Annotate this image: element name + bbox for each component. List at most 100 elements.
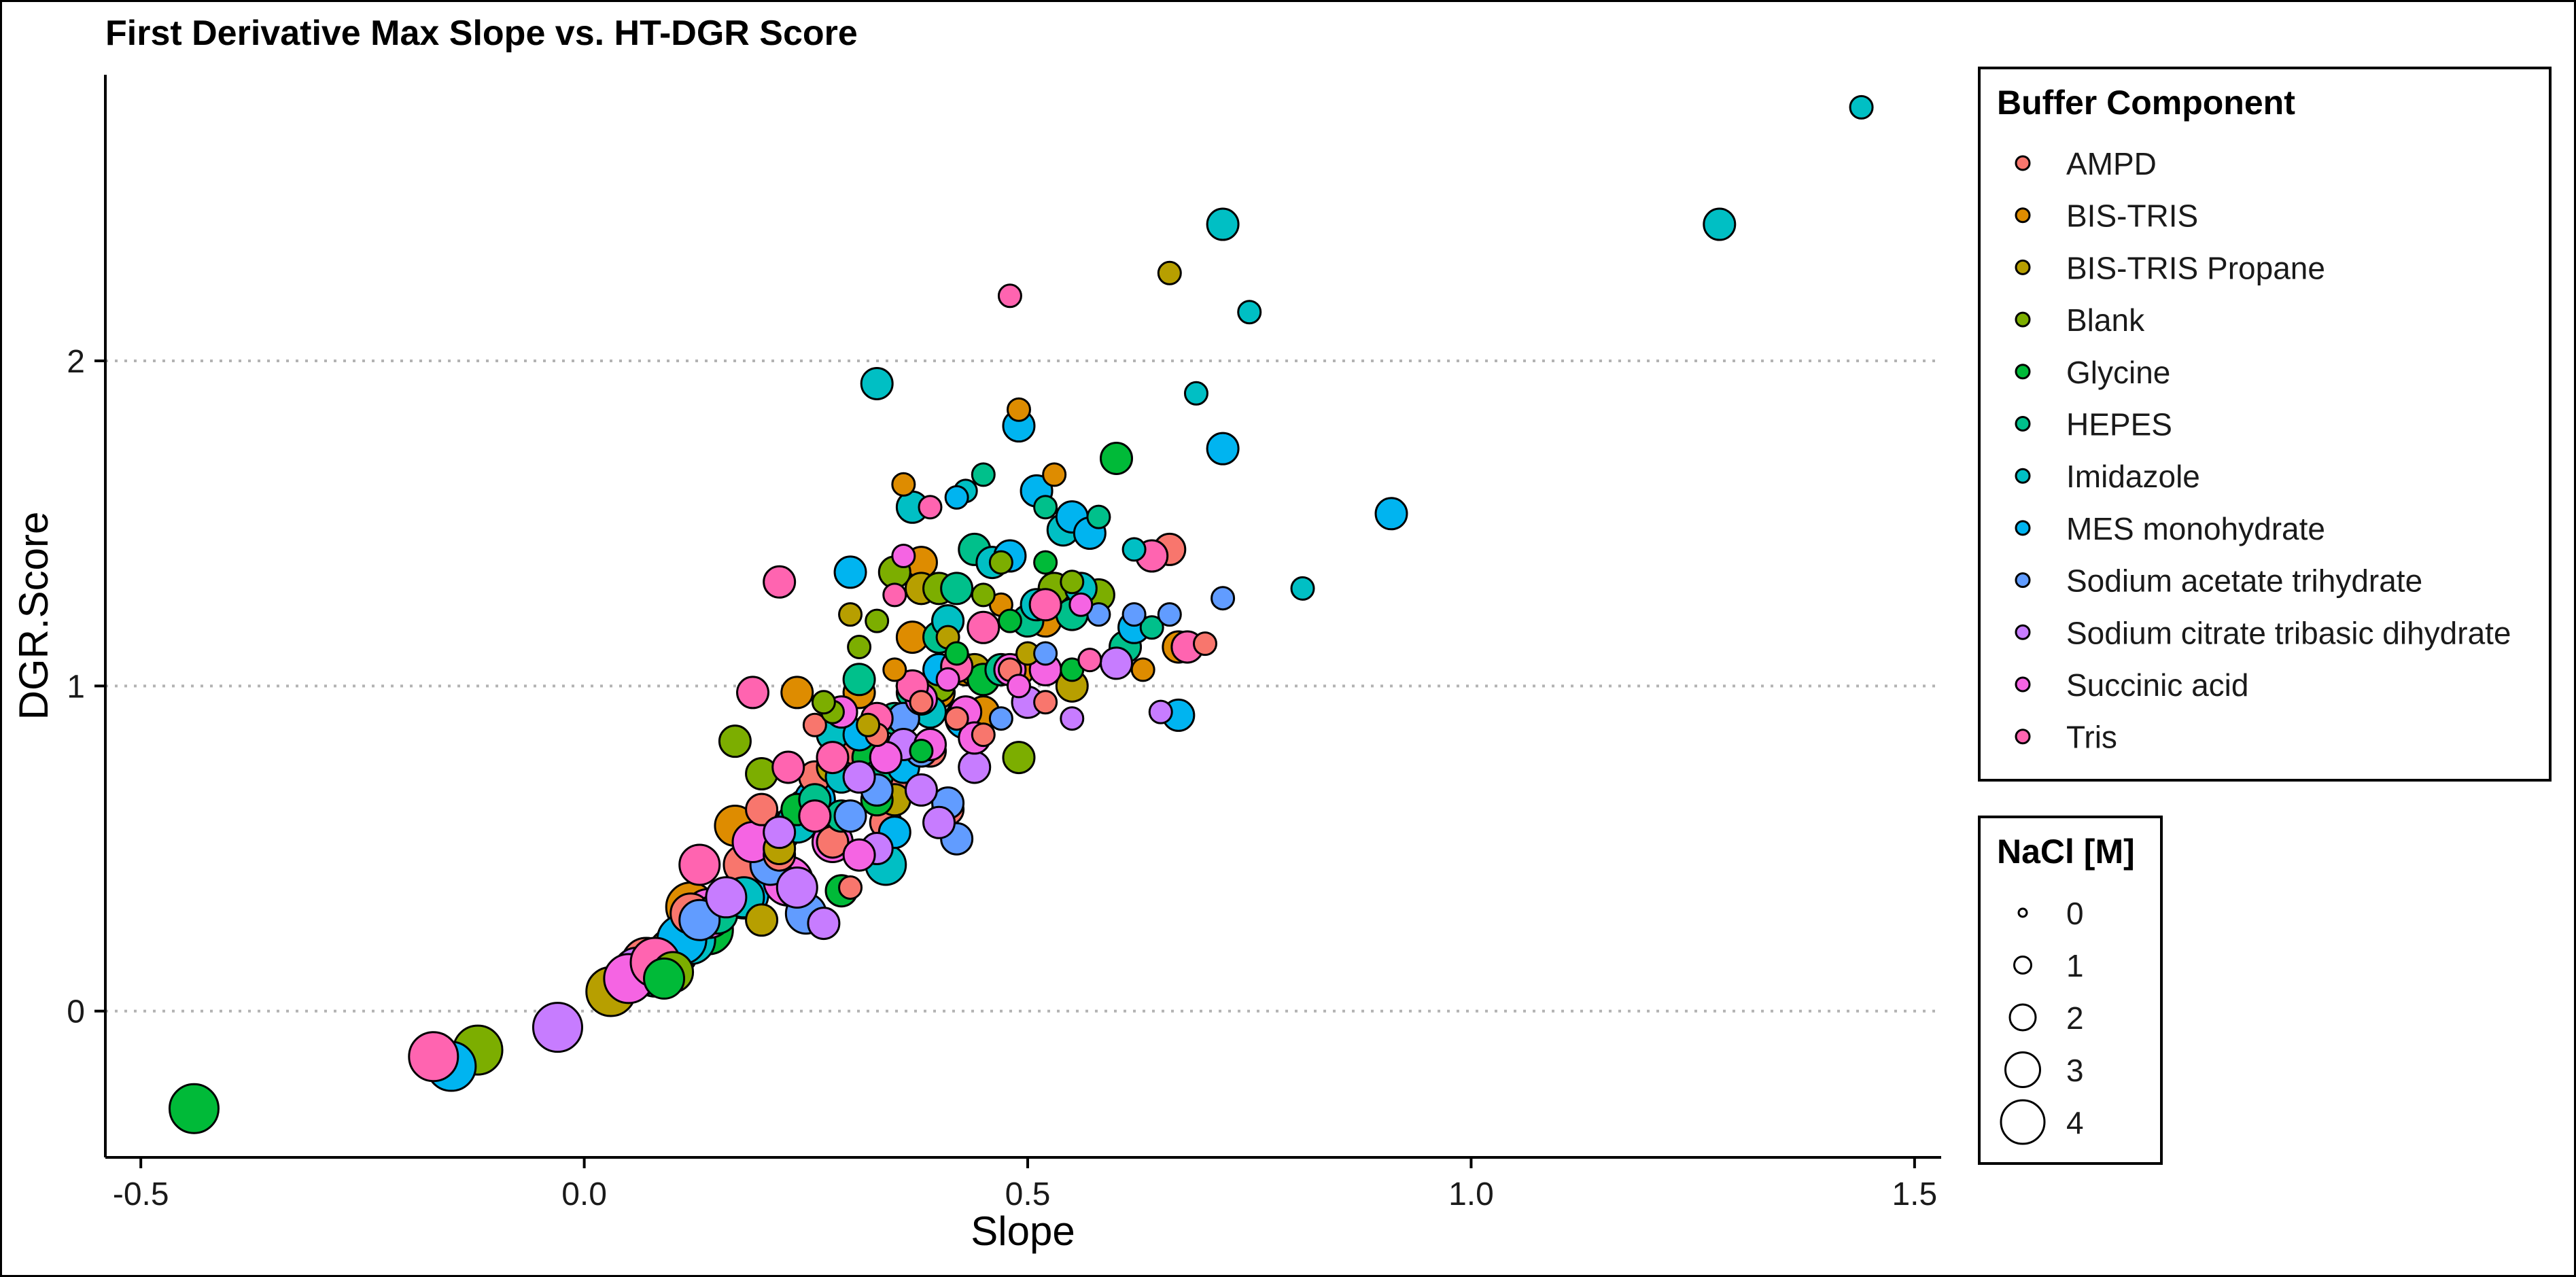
- legend-label: Sodium acetate trihydrate: [2066, 563, 2422, 599]
- y-axis-ticks: 0 1 2: [67, 344, 105, 1030]
- legend-box: [1978, 67, 2552, 782]
- data-point: [891, 472, 916, 497]
- data-point: [811, 690, 836, 715]
- data-point: [1100, 646, 1134, 680]
- data-point: [798, 799, 832, 833]
- data-point: [1183, 381, 1208, 406]
- x-axis-label: Slope: [971, 1208, 1075, 1254]
- y-tick-label: 0: [67, 994, 85, 1030]
- data-points: [168, 94, 1874, 1134]
- data-point: [1290, 576, 1315, 601]
- data-point: [1206, 432, 1240, 466]
- data-point: [944, 706, 969, 731]
- data-point: [988, 706, 1013, 731]
- data-point: [971, 462, 996, 487]
- data-point: [807, 907, 841, 941]
- data-point: [1033, 495, 1058, 520]
- data-point: [705, 876, 748, 919]
- y-tick-label: 1: [67, 669, 85, 705]
- data-point: [856, 712, 881, 737]
- data-point: [882, 582, 907, 608]
- size-legend-key: [2013, 956, 2032, 975]
- y-tick-label: 2: [67, 344, 85, 380]
- data-point: [922, 805, 956, 839]
- legend-title: Buffer Component: [1997, 84, 2295, 122]
- data-point: [865, 608, 890, 633]
- legend-key: [2015, 364, 2031, 380]
- legend-label: BIS-TRIS: [2066, 198, 2198, 234]
- data-point: [745, 792, 779, 826]
- data-point: [780, 676, 814, 710]
- data-point: [833, 555, 867, 589]
- data-point: [1121, 537, 1147, 562]
- x-axis-ticks: -0.5 0.0 0.5 1.0 1.5: [113, 1157, 1937, 1212]
- data-point: [909, 690, 934, 715]
- data-point: [997, 608, 1022, 633]
- legend-key: [2015, 729, 2031, 745]
- legend-label: BIS-TRIS Propane: [2066, 250, 2325, 285]
- data-point: [838, 875, 863, 900]
- data-point: [958, 750, 992, 784]
- data-point: [1060, 706, 1085, 731]
- data-point: [944, 641, 969, 666]
- size-legend-title: NaCl [M]: [1997, 833, 2135, 871]
- data-point: [891, 544, 916, 568]
- data-point: [860, 366, 894, 400]
- data-point: [771, 750, 805, 784]
- data-point: [904, 773, 938, 807]
- legend-label: HEPES: [2066, 407, 2172, 442]
- data-point: [1006, 397, 1031, 422]
- size-legend-items: 0 1 2 3 4: [2000, 896, 2084, 1145]
- data-point: [1006, 674, 1031, 699]
- data-point: [718, 724, 752, 758]
- data-point: [532, 1002, 583, 1053]
- x-tick-label: 0.0: [561, 1176, 607, 1212]
- data-point: [967, 610, 1000, 644]
- data-point: [1042, 462, 1067, 487]
- size-legend-key: [2008, 1003, 2037, 1032]
- data-point: [763, 816, 797, 850]
- data-point: [971, 722, 996, 748]
- size-legend-label: 2: [2066, 1000, 2084, 1036]
- chart-title: First Derivative Max Slope vs. HT-DGR Sc…: [105, 14, 858, 53]
- data-point: [1237, 300, 1262, 325]
- data-point: [1130, 657, 1155, 682]
- legend-key: [2015, 624, 2031, 640]
- legend-label: MES monohydrate: [2066, 511, 2325, 546]
- legend-key: [2015, 676, 2031, 693]
- size-legend-label: 3: [2066, 1053, 2084, 1088]
- legend-key: [2015, 572, 2031, 589]
- legend-nacl: NaCl [M] 0 1 2 3 4: [1978, 816, 2163, 1165]
- legend-label: Blank: [2066, 302, 2145, 338]
- data-point: [971, 582, 996, 608]
- data-point: [1374, 497, 1408, 531]
- data-point: [1033, 550, 1058, 575]
- legend-label: Imidazole: [2066, 459, 2200, 494]
- data-point: [802, 712, 827, 737]
- data-point: [847, 634, 872, 659]
- legend-label: Glycine: [2066, 355, 2170, 390]
- size-legend-label: 1: [2066, 948, 2084, 983]
- data-point: [1033, 690, 1058, 715]
- data-point: [763, 565, 797, 599]
- data-point: [816, 741, 850, 775]
- data-point: [1139, 615, 1164, 640]
- legend-items: AMPD BIS-TRIS BIS-TRIS Propane Blank Glycine…: [2015, 146, 2511, 755]
- data-point: [935, 667, 960, 692]
- data-point: [408, 1031, 459, 1083]
- legend-key: [2015, 155, 2031, 171]
- legend-key: [2015, 416, 2031, 432]
- data-point: [1100, 441, 1134, 475]
- x-tick-label: 1.0: [1448, 1176, 1494, 1212]
- data-point: [1157, 260, 1182, 285]
- data-point: [988, 550, 1013, 575]
- data-point: [745, 903, 779, 937]
- data-point: [1157, 602, 1182, 627]
- size-legend-key: [2000, 1099, 2046, 1145]
- legend-key: [2015, 520, 2031, 536]
- data-point: [1028, 588, 1062, 622]
- legend-key: [2015, 207, 2031, 224]
- legend-label: Succinic acid: [2066, 667, 2248, 703]
- data-point: [1068, 592, 1094, 617]
